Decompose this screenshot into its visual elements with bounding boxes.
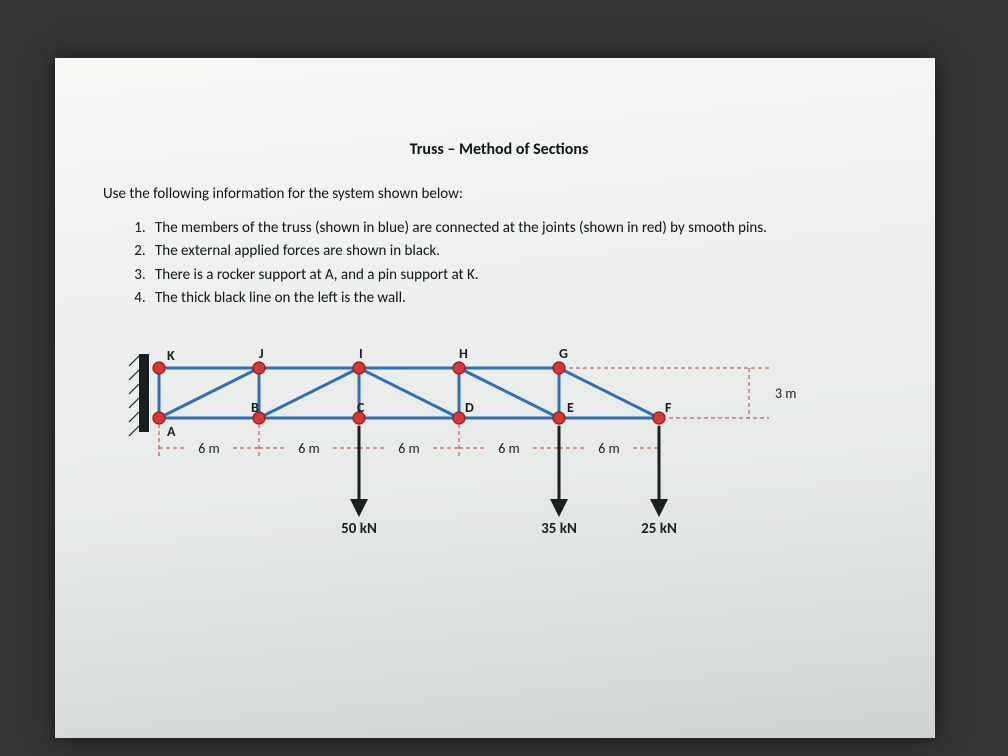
page-title: Truss – Method of Sections — [103, 140, 895, 159]
rule-item: The external applied forces are shown in… — [149, 240, 895, 263]
svg-text:K: K — [167, 347, 175, 364]
svg-text:C: C — [357, 399, 365, 416]
svg-text:J: J — [259, 345, 264, 362]
document-page: Truss – Method of Sections Use the follo… — [55, 58, 935, 738]
truss-diagram: K J I H G A B C D E F 6 m 6 m 6 m 6 m 6 m 3 m 50 kN 35 kN 2… — [109, 338, 889, 598]
svg-text:6 m: 6 m — [598, 440, 619, 457]
svg-text:E: E — [567, 399, 574, 416]
svg-text:B: B — [251, 399, 259, 416]
svg-text:25 kN: 25 kN — [641, 520, 677, 538]
svg-text:3 m: 3 m — [775, 385, 796, 402]
svg-text:50 kN: 50 kN — [341, 520, 377, 538]
intro-text: Use the following information for the sy… — [103, 185, 895, 203]
svg-text:A: A — [167, 423, 176, 440]
svg-text:35 kN: 35 kN — [541, 520, 577, 538]
rules-list: The members of the truss (shown in blue)… — [149, 217, 895, 310]
svg-text:D: D — [465, 399, 474, 416]
rule-item: There is a rocker support at A, and a pi… — [149, 264, 895, 287]
svg-text:6 m: 6 m — [298, 440, 319, 457]
svg-text:G: G — [559, 345, 568, 362]
svg-text:H: H — [459, 345, 468, 362]
rule-item: The thick black line on the left is the … — [149, 287, 895, 310]
rule-item: The members of the truss (shown in blue)… — [149, 217, 895, 240]
svg-text:6 m: 6 m — [398, 440, 419, 457]
svg-text:6 m: 6 m — [198, 440, 219, 457]
svg-text:6 m: 6 m — [498, 440, 519, 457]
svg-text:F: F — [665, 399, 672, 416]
svg-text:I: I — [359, 345, 363, 362]
